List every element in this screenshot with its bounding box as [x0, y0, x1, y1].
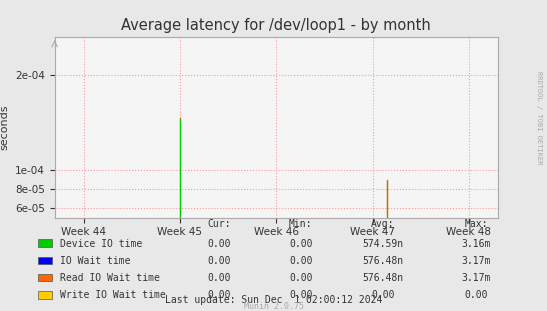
Text: 0.00: 0.00	[289, 273, 312, 283]
Text: 574.59n: 574.59n	[362, 239, 404, 248]
Text: Avg:: Avg:	[371, 219, 394, 229]
Text: Read IO Wait time: Read IO Wait time	[60, 273, 160, 283]
Y-axis label: seconds: seconds	[0, 105, 9, 150]
Text: 0.00: 0.00	[289, 256, 312, 266]
Text: Last update: Sun Dec  1 02:00:12 2024: Last update: Sun Dec 1 02:00:12 2024	[165, 295, 382, 304]
Text: 3.17m: 3.17m	[461, 256, 491, 266]
Text: 0.00: 0.00	[371, 290, 394, 300]
Text: RRDTOOL / TOBI OETIKER: RRDTOOL / TOBI OETIKER	[536, 72, 542, 165]
Text: Cur:: Cur:	[207, 219, 230, 229]
Text: Max:: Max:	[464, 219, 487, 229]
Text: 576.48n: 576.48n	[362, 256, 404, 266]
Text: 3.17m: 3.17m	[461, 273, 491, 283]
Text: IO Wait time: IO Wait time	[60, 256, 131, 266]
Text: 0.00: 0.00	[207, 273, 230, 283]
Title: Average latency for /dev/loop1 - by month: Average latency for /dev/loop1 - by mont…	[121, 18, 431, 33]
Text: 0.00: 0.00	[207, 290, 230, 300]
Text: 0.00: 0.00	[289, 290, 312, 300]
Text: Munin 2.0.75: Munin 2.0.75	[243, 302, 304, 311]
Text: Device IO time: Device IO time	[60, 239, 142, 248]
Text: 576.48n: 576.48n	[362, 273, 404, 283]
Text: 0.00: 0.00	[289, 239, 312, 248]
Text: Write IO Wait time: Write IO Wait time	[60, 290, 166, 300]
Text: 0.00: 0.00	[464, 290, 487, 300]
Text: 3.16m: 3.16m	[461, 239, 491, 248]
Text: Min:: Min:	[289, 219, 312, 229]
Text: 0.00: 0.00	[207, 256, 230, 266]
Text: 0.00: 0.00	[207, 239, 230, 248]
